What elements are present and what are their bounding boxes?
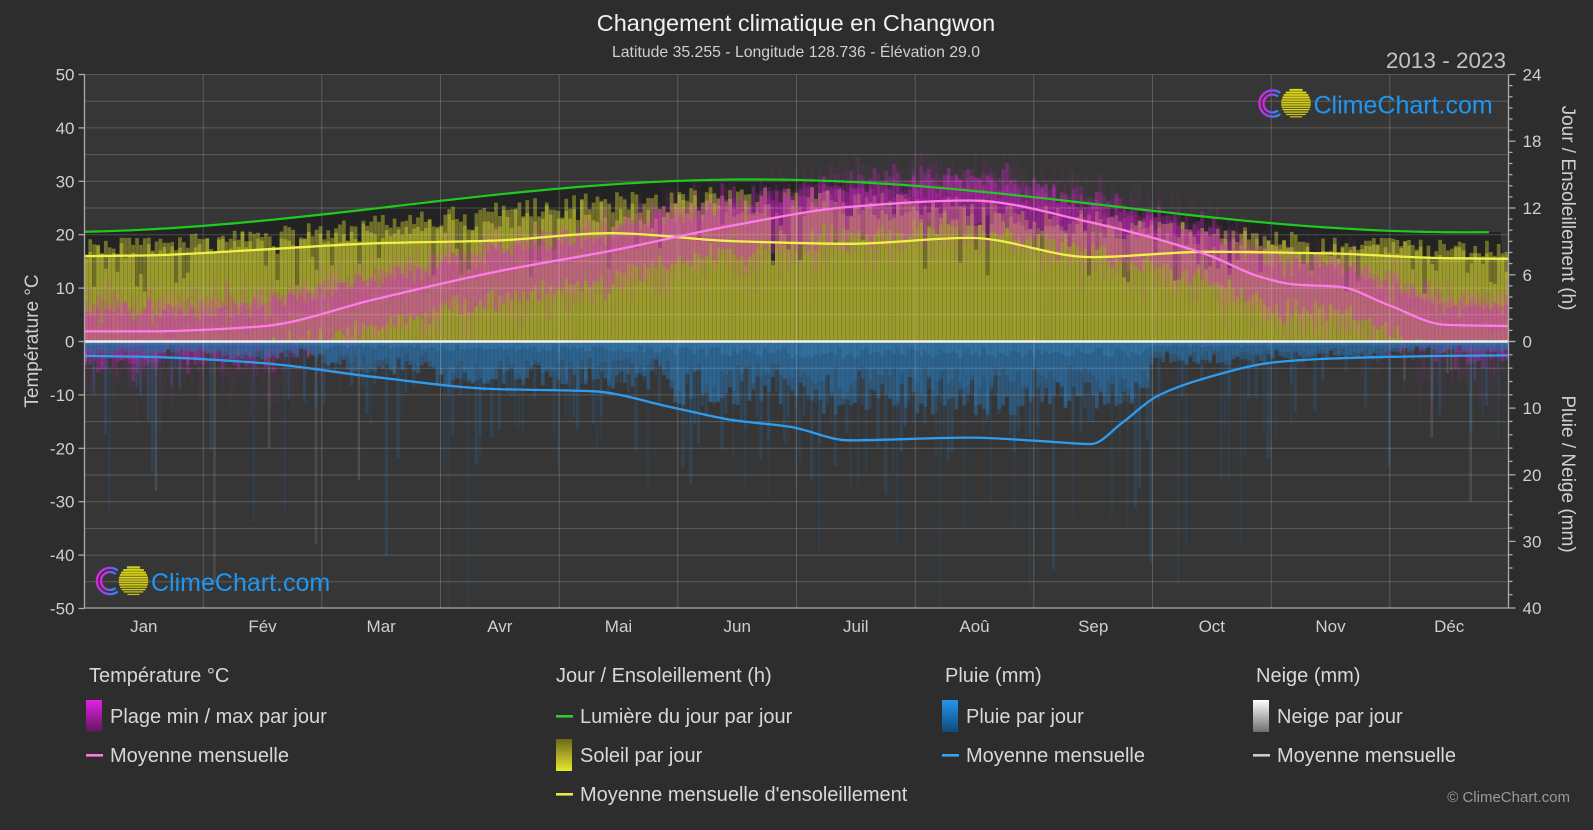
svg-text:Nov: Nov — [1315, 617, 1346, 636]
svg-text:Moyenne mensuelle: Moyenne mensuelle — [966, 745, 1145, 767]
svg-text:Plage min / max par jour: Plage min / max par jour — [110, 706, 327, 728]
svg-text:Jun: Jun — [723, 617, 750, 636]
svg-text:Juil: Juil — [843, 617, 869, 636]
svg-text:Pluie (mm): Pluie (mm) — [945, 665, 1042, 687]
svg-text:0: 0 — [65, 333, 74, 352]
svg-text:Sep: Sep — [1078, 617, 1108, 636]
svg-text:2013 - 2023: 2013 - 2023 — [1386, 48, 1506, 73]
svg-text:ClimeChart.com: ClimeChart.com — [1314, 92, 1493, 120]
svg-text:Changement climatique en Chang: Changement climatique en Changwon — [597, 10, 995, 36]
svg-text:0: 0 — [1523, 333, 1532, 352]
svg-text:Mai: Mai — [605, 617, 632, 636]
svg-text:ClimeChart.com: ClimeChart.com — [151, 569, 330, 597]
svg-text:-40: -40 — [50, 546, 75, 565]
svg-text:Pluie par jour: Pluie par jour — [966, 706, 1084, 728]
svg-text:40: 40 — [56, 119, 75, 138]
svg-text:Aoû: Aoû — [959, 617, 989, 636]
svg-text:Neige (mm): Neige (mm) — [1256, 665, 1360, 687]
svg-text:40: 40 — [1523, 599, 1542, 618]
svg-text:6: 6 — [1523, 266, 1532, 285]
svg-text:Moyenne mensuelle: Moyenne mensuelle — [110, 745, 289, 767]
svg-text:20: 20 — [1523, 466, 1542, 485]
svg-text:Neige par jour: Neige par jour — [1277, 706, 1403, 728]
svg-text:30: 30 — [1523, 532, 1542, 551]
svg-text:-30: -30 — [50, 493, 75, 512]
svg-text:18: 18 — [1523, 132, 1542, 151]
svg-text:Lumière du jour par jour: Lumière du jour par jour — [580, 706, 793, 728]
svg-text:-10: -10 — [50, 386, 75, 405]
svg-text:Température °C: Température °C — [22, 274, 43, 407]
svg-text:Jour / Ensoleillement (h): Jour / Ensoleillement (h) — [556, 665, 772, 687]
svg-text:30: 30 — [56, 172, 75, 191]
svg-text:Fév: Fév — [248, 617, 277, 636]
svg-text:Avr: Avr — [487, 617, 513, 636]
svg-text:Déc: Déc — [1434, 617, 1465, 636]
svg-text:Moyenne mensuelle d'ensoleille: Moyenne mensuelle d'ensoleillement — [580, 784, 908, 806]
svg-text:Oct: Oct — [1199, 617, 1226, 636]
svg-text:Latitude 35.255 - Longitude 12: Latitude 35.255 - Longitude 128.736 - Él… — [612, 42, 980, 61]
svg-text:© ClimeChart.com: © ClimeChart.com — [1447, 789, 1570, 806]
svg-text:Jan: Jan — [130, 617, 157, 636]
svg-text:10: 10 — [1523, 399, 1542, 418]
svg-text:50: 50 — [56, 66, 75, 85]
svg-text:Pluie / Neige (mm): Pluie / Neige (mm) — [1557, 395, 1578, 552]
svg-text:Jour / Ensoleillement (h): Jour / Ensoleillement (h) — [1557, 106, 1578, 311]
svg-text:20: 20 — [56, 226, 75, 245]
svg-text:Soleil par jour: Soleil par jour — [580, 745, 703, 767]
svg-text:-20: -20 — [50, 439, 75, 458]
svg-text:Moyenne mensuelle: Moyenne mensuelle — [1277, 745, 1456, 767]
svg-text:12: 12 — [1523, 199, 1542, 218]
svg-text:Température °C: Température °C — [89, 665, 229, 687]
svg-text:Mar: Mar — [367, 617, 397, 636]
svg-text:24: 24 — [1523, 66, 1542, 85]
svg-text:-50: -50 — [50, 600, 75, 619]
svg-text:10: 10 — [56, 279, 75, 298]
